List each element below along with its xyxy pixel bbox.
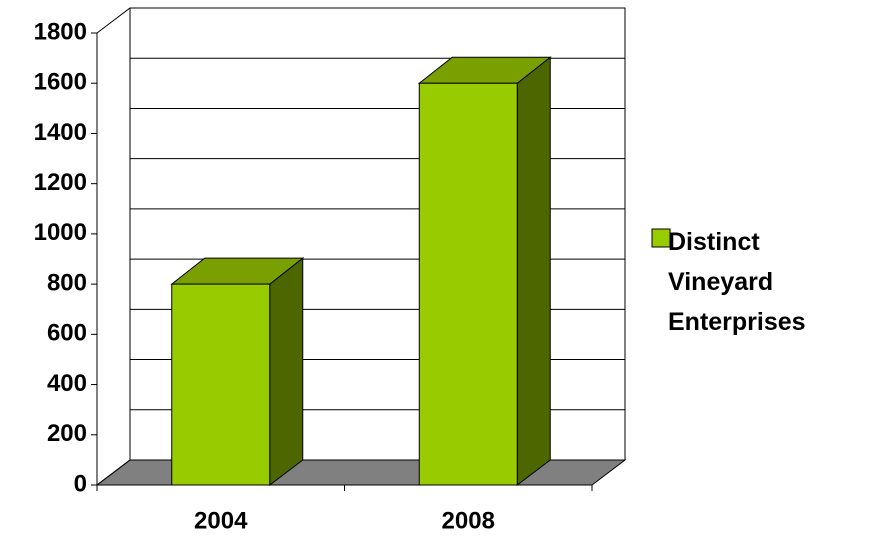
y-tick-label: 1400 <box>34 119 87 146</box>
y-tick-label: 600 <box>47 320 87 347</box>
y-tick-label: 1200 <box>34 169 87 196</box>
bar <box>171 283 271 486</box>
y-tick-label: 400 <box>47 370 87 397</box>
y-tick-label: 200 <box>47 420 87 447</box>
y-tick-label: 0 <box>74 470 87 497</box>
bar-side <box>516 56 551 487</box>
legend-swatch <box>651 228 671 248</box>
y-tick-label: 1600 <box>34 69 87 96</box>
legend-label: Distinct Vineyard Enterprises <box>668 228 806 336</box>
bar-side <box>269 257 304 487</box>
x-tick-label: 2008 <box>442 507 495 534</box>
x-tick-label: 2004 <box>194 507 248 534</box>
y-tick-label: 1000 <box>34 219 87 246</box>
bar <box>418 82 518 486</box>
y-tick-label: 800 <box>47 269 87 296</box>
wall-edge <box>96 7 131 34</box>
y-tick-label: 1800 <box>34 18 87 45</box>
wall-edge <box>96 459 131 486</box>
